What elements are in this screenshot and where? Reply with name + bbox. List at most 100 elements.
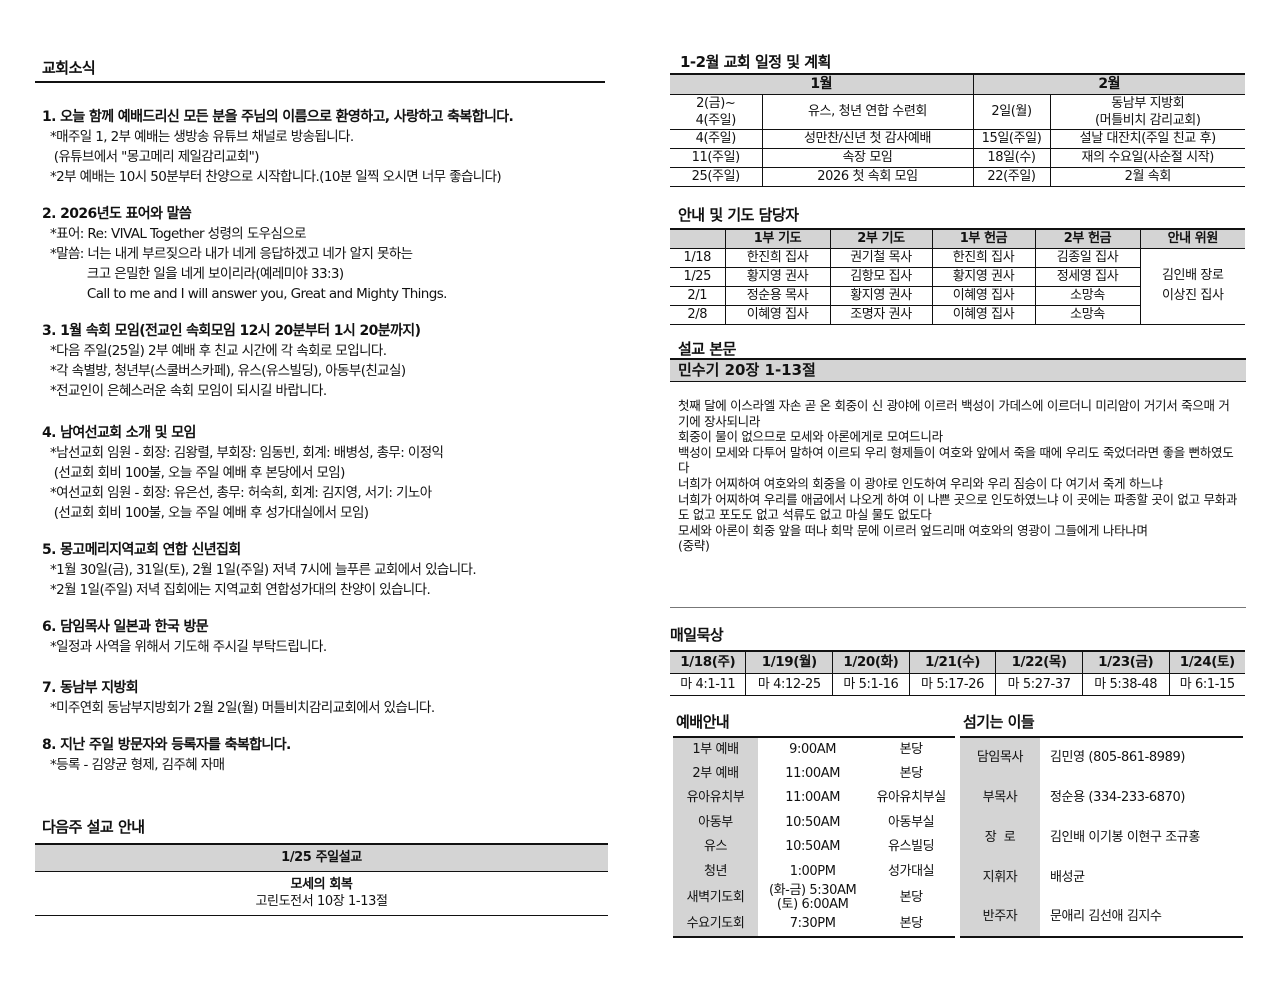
worship-place: 성가대실 bbox=[888, 863, 935, 879]
duty-cell: 한진희 집사 bbox=[725, 248, 831, 268]
worship-row: 수요기도회 7:30PM 본당 bbox=[673, 912, 955, 937]
duty-header: 2부 헌금 bbox=[1035, 229, 1141, 249]
servant-names: 배성균 bbox=[1050, 869, 1085, 885]
news-item-line: Call to me and I will answer you, Great … bbox=[50, 286, 448, 302]
schedule-feb-date: 2일(월) bbox=[973, 94, 1051, 130]
daily-day: 1/18(주) bbox=[670, 651, 747, 673]
worship-name: 유아유치부 bbox=[673, 786, 758, 811]
news-item-title: 5. 몽고메리지역교회 연합 신년집회 bbox=[42, 542, 241, 558]
duty-cell: 조명자 권사 bbox=[830, 305, 933, 325]
schedule-row: 4(주일) 성만찬/신년 첫 감사예배 15일(주일) 설날 대잔치(주일 친교 후) bbox=[670, 129, 1245, 149]
divider bbox=[35, 81, 605, 83]
next-sermon-table: 1/25 주일설교 모세의 회복 고린도전서 10장 1-13절 bbox=[35, 843, 608, 916]
news-item-line: (선교회 회비 100불, 오늘 주일 예배 후 성가대실에서 모임) bbox=[50, 505, 369, 521]
duty-table: 1부 기도 2부 기도 1부 헌금 2부 헌금 안내 위원 1/18 한진희 집사 권기철 … bbox=[670, 228, 1245, 325]
duty-header bbox=[670, 229, 726, 249]
news-item-line: (선교회 회비 100불, 오늘 주일 예배 후 본당에서 모임) bbox=[50, 465, 346, 481]
duty-cell: 소망속 bbox=[1035, 286, 1141, 306]
worship-name: 아동부 bbox=[673, 810, 758, 835]
daily-reading: 마 5:27-37 bbox=[995, 672, 1083, 695]
daily-day: 1/19(월) bbox=[745, 651, 834, 673]
news-item: 7. 동남부 지방회 *미주연회 동남부지방회가 2월 2일(월) 머틀비치감리교… bbox=[42, 678, 612, 718]
schedule-jan-event: 유스, 청년 연합 수련회 bbox=[762, 94, 974, 130]
duty-row: 1/25 황지영 권사 김항모 집사 황지영 권사 정세영 집사 bbox=[670, 267, 1245, 287]
schedule-jan-event: 속장 모임 bbox=[762, 148, 974, 168]
duty-header: 2부 기도 bbox=[830, 229, 933, 249]
servant-names: 문애리 김선애 김지수 bbox=[1050, 909, 1162, 924]
worship-table: 1부 예배 9:00AM 본당 2부 예배 11:00AM 본당 유아유치부 11:00AM 유… bbox=[673, 736, 955, 938]
duty-cell: 이혜영 집사 bbox=[932, 305, 1036, 325]
duty-cell: 이혜영 집사 bbox=[932, 286, 1036, 306]
duty-cell: 소망속 bbox=[1035, 305, 1141, 325]
news-item-title: 1. 오늘 함께 예배드리신 모든 분을 주님의 이름으로 환영하고, 사랑하고… bbox=[42, 109, 514, 125]
news-item-title: 6. 담임목사 일본과 한국 방문 bbox=[42, 619, 209, 635]
duty-cell: 이혜영 집사 bbox=[725, 305, 831, 325]
usher: 이상진 집사 bbox=[1161, 288, 1224, 303]
servant-names: 김인배 이기봉 이현구 조규홍 bbox=[1050, 829, 1200, 845]
schedule-row: 11(주일) 속장 모임 18일(수) 재의 수요일(사순절 시작) bbox=[670, 148, 1245, 168]
sermon-text: 첫째 달에 이스라엘 자손 곧 온 회중이 신 광야에 이르러 백성이 가데스에… bbox=[678, 398, 1238, 554]
duty-header: 1부 헌금 bbox=[932, 229, 1036, 249]
worship-row: 2부 예배 11:00AM 본당 bbox=[673, 761, 955, 786]
worship-place: 유스빌딩 bbox=[888, 839, 935, 855]
news-item-line: *여선교회 임원 - 회장: 유은선, 총무: 허숙희, 회계: 김지영, 서기… bbox=[50, 485, 432, 501]
news-item-title: 2. 2026년도 표어와 말씀 bbox=[42, 206, 192, 222]
news-item-line: *2부 예배는 10시 50분부터 찬양으로 시작합니다.(10분 일찍 오시면… bbox=[50, 169, 502, 185]
sermon-passage: 민수기 20장 1-13절 bbox=[670, 358, 1246, 382]
worship-place: 본당 bbox=[899, 765, 924, 781]
duty-cell: 정세영 집사 bbox=[1035, 267, 1141, 287]
schedule-feb-event: 동남부 지방회 (머틀비치 감리교회) bbox=[1050, 94, 1245, 130]
duty-cell: 정순용 목사 bbox=[725, 286, 831, 306]
duty-cell: 김항모 집사 bbox=[830, 267, 933, 287]
duty-cell: 황지영 권사 bbox=[932, 267, 1036, 287]
next-sermon-name: 모세의 회복 bbox=[290, 877, 353, 892]
schedule-jan-date: 25(주일) bbox=[670, 167, 763, 187]
schedule-title: 1-2월 교회 일정 및 계획 bbox=[680, 53, 831, 71]
news-item-line: *남선교회 임원 - 회장: 김왕렬, 부회장: 임동빈, 회계: 배병성, 총… bbox=[50, 445, 444, 461]
news-item-line: *표어: Re: VIVAL Together 성령의 도우심으로 bbox=[50, 226, 307, 242]
worship-time: (화-금) 5:30AM (토) 6:00AM bbox=[768, 883, 857, 912]
duty-row: 1/18 한진희 집사 권기철 목사 한진희 집사 김종일 집사 김인배 장로 이상진 집사 bbox=[670, 248, 1245, 325]
worship-name: 수요기도회 bbox=[673, 912, 758, 937]
news-item-line: (유튜브에서 "몽고메리 제일감리교회") bbox=[50, 149, 260, 165]
daily-reading: 마 5:38-48 bbox=[1082, 672, 1170, 695]
news-item: 5. 몽고메리지역교회 연합 신년집회 *1월 30일(금), 31일(토), 2… bbox=[42, 540, 612, 600]
worship-time: 11:00AM bbox=[785, 765, 841, 781]
servant-names: 김민영 (805-861-8989) bbox=[1050, 750, 1186, 765]
news-item-line: *다음 주일(25일) 2부 예배 후 친교 시간에 각 속회로 모입니다. bbox=[50, 343, 387, 359]
daily-day: 1/22(목) bbox=[995, 651, 1083, 673]
servant-names: 정순용 (334-233-6870) bbox=[1050, 789, 1186, 805]
usher: 김인배 장로 bbox=[1161, 268, 1224, 283]
news-item-title: 4. 남여선교회 소개 및 모임 bbox=[42, 425, 196, 441]
month-jan: 1월 bbox=[670, 74, 974, 95]
news-title: 교회소식 bbox=[42, 59, 96, 77]
schedule-feb-event: 2월 속회 bbox=[1050, 167, 1245, 187]
worship-name: 유스 bbox=[673, 835, 758, 860]
news-item-line: 크고 은밀한 일을 네게 보이리라(예레미야 33:3) bbox=[50, 266, 344, 282]
servant-row: 반주자 문애리 김선애 김지수 bbox=[960, 897, 1243, 937]
schedule-feb-date: 15일(주일) bbox=[973, 129, 1051, 149]
daily-reading: 마 6:1-15 bbox=[1169, 672, 1245, 695]
news-item-line: *1월 30일(금), 31일(토), 2월 1일(주일) 저녁 7시에 늘푸른… bbox=[50, 562, 477, 578]
duty-cell: 황지영 권사 bbox=[725, 267, 831, 287]
servant-role: 지휘자 bbox=[960, 857, 1040, 897]
daily-reading: 마 5:1-16 bbox=[832, 672, 910, 695]
servants-table: 담임목사 김민영 (805-861-8989) 부목사 정순용 (334-233-68… bbox=[960, 736, 1243, 938]
duty-cell: 1/25 bbox=[670, 267, 726, 287]
daily-day: 1/21(수) bbox=[909, 651, 997, 673]
schedule-row: 2(금)~ 4(주일) 유스, 청년 연합 수련회 2일(월) 동남부 지방회 (머틀… bbox=[670, 94, 1245, 130]
news-item-line: *전교인이 은혜스러운 속회 모임이 되시길 바랍니다. bbox=[50, 383, 327, 399]
worship-name: 1부 예배 bbox=[673, 737, 758, 762]
worship-title: 예배안내 bbox=[676, 713, 730, 731]
schedule-feb-date: 18일(수) bbox=[973, 148, 1051, 168]
servant-row: 부목사 정순용 (334-233-6870) bbox=[960, 777, 1243, 817]
next-sermon-header: 1/25 주일설교 bbox=[35, 844, 608, 872]
news-item-title: 7. 동남부 지방회 bbox=[42, 680, 139, 696]
daily-title: 매일묵상 bbox=[670, 626, 724, 644]
daily-table: 1/18(주) 1/19(월) 1/20(화) 1/21(수) 1/22(목) 1/23(… bbox=[670, 650, 1245, 696]
sermon-title: 설교 본문 bbox=[678, 340, 736, 358]
worship-time: 9:00AM bbox=[789, 741, 837, 757]
schedule-feb-event: 설날 대잔치(주일 친교 후) bbox=[1050, 129, 1245, 149]
schedule-table: 1월 2월 2(금)~ 4(주일) 유스, 청년 연합 수련회 2일(월) 동남부 지… bbox=[670, 73, 1245, 187]
worship-time: 7:30PM bbox=[789, 915, 836, 931]
